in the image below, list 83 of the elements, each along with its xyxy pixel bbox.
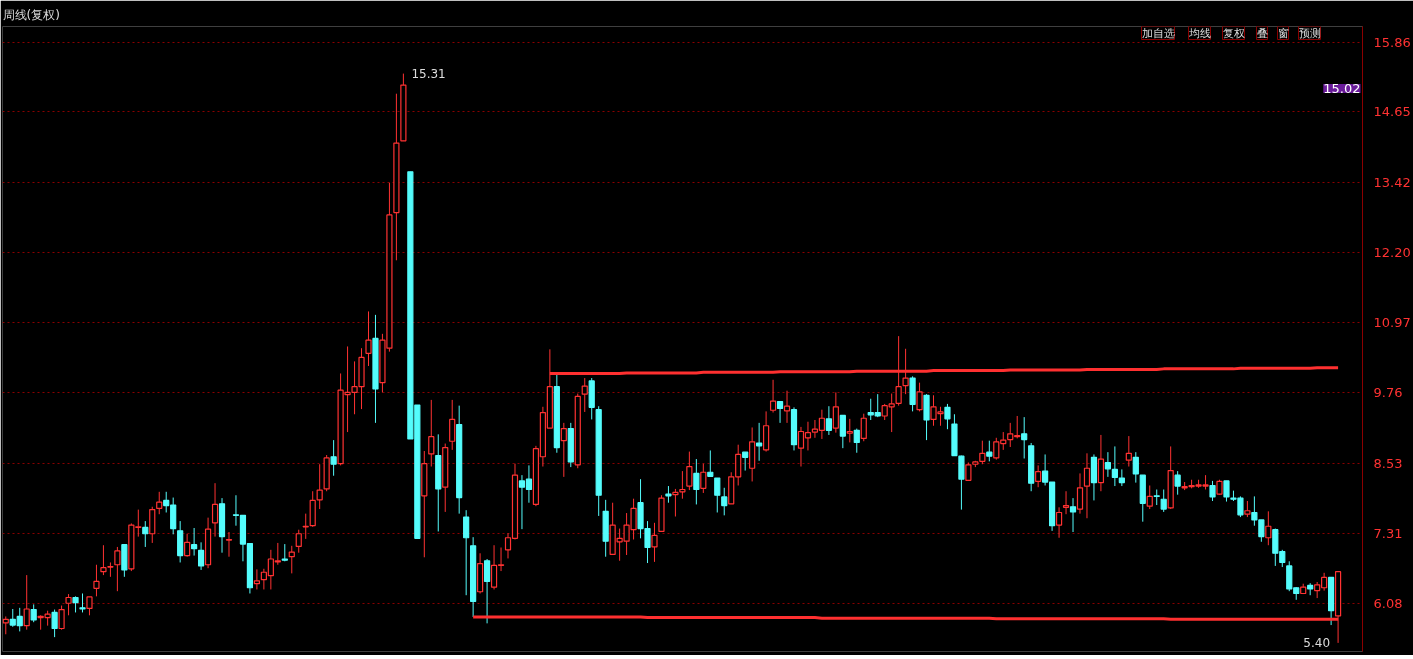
- candlestick: [1132, 451, 1139, 484]
- candlestick: [707, 449, 714, 478]
- candlestick: [1055, 506, 1063, 539]
- candlestick: [1146, 484, 1153, 510]
- y-tick-label: 9.76: [1373, 384, 1403, 400]
- candlestick: [776, 401, 784, 424]
- annotation: 预测: [1298, 26, 1321, 40]
- candlestick: [742, 451, 749, 472]
- candlestick: [1223, 480, 1230, 503]
- candlestick: [1104, 451, 1112, 478]
- annotation: 5.40: [1303, 636, 1331, 651]
- candlestick: [253, 568, 261, 590]
- y-tick-label: 10.97: [1373, 315, 1411, 331]
- candlestick: [679, 470, 686, 500]
- candlestick: [65, 593, 72, 616]
- chart-title: 周线(复权): [2, 7, 60, 22]
- candlestick: [651, 522, 658, 563]
- candlestick: [1021, 416, 1028, 459]
- candlestick: [295, 529, 302, 554]
- candlestick: [846, 418, 853, 443]
- candlestick: [1076, 472, 1084, 515]
- candlestick: [93, 564, 100, 597]
- candlestick: [142, 520, 149, 548]
- candlestick: [1160, 489, 1167, 513]
- candlestick: [825, 405, 832, 436]
- y-tick-label: 15.86: [1373, 34, 1411, 50]
- candlestick: [23, 574, 30, 631]
- candlestick: [958, 455, 965, 511]
- candlestick: [839, 414, 846, 449]
- candlestick: [156, 491, 163, 515]
- candlestick: [672, 488, 679, 517]
- candlestick: [769, 379, 777, 414]
- candlestick: [721, 487, 728, 516]
- candlestick: [428, 399, 435, 468]
- candlestick: [1035, 464, 1042, 488]
- candlestick: [86, 596, 93, 616]
- candlestick: [288, 545, 295, 574]
- candlestick: [1062, 490, 1070, 515]
- y-tick-label: 12.20: [1373, 244, 1411, 260]
- candlestick: [330, 439, 337, 477]
- candlestick: [700, 463, 707, 494]
- candlestick: [756, 422, 763, 462]
- y-tick-label: 7.31: [1373, 525, 1403, 541]
- candlestick: [916, 382, 923, 412]
- candlestick: [560, 422, 567, 478]
- candlestick: [225, 531, 233, 558]
- candlestick: [197, 541, 205, 571]
- candlestick: [100, 544, 107, 576]
- candlestick: [51, 609, 58, 638]
- candlestick: [114, 546, 121, 592]
- candlestick: [316, 463, 323, 510]
- candlestick: [1097, 434, 1105, 492]
- candlestick: [79, 592, 86, 613]
- candlestick: [107, 561, 114, 578]
- candlestick: [832, 391, 839, 434]
- candlestick: [365, 310, 372, 367]
- candlestick: [1069, 497, 1077, 533]
- y-tick-label: 13.42: [1373, 174, 1411, 190]
- candlestick: [860, 413, 867, 442]
- candlestick: [211, 482, 219, 538]
- candlestick: [58, 605, 65, 631]
- candlestick: [483, 558, 491, 624]
- candlestick: [1083, 452, 1091, 519]
- y-tick-label: 8.53: [1373, 455, 1403, 471]
- y-tick-label: 6.08: [1373, 596, 1403, 612]
- annotation: 15.02: [1323, 81, 1361, 96]
- candlestick: [686, 451, 693, 491]
- candlestick: [986, 440, 993, 462]
- candlestick: [581, 377, 588, 413]
- candlestick: [1265, 510, 1272, 546]
- candlestick: [714, 477, 721, 513]
- candlestick: [693, 458, 700, 505]
- candlestick: [1209, 480, 1216, 502]
- candlestick: [853, 428, 860, 454]
- candlestick: [463, 509, 470, 596]
- annotation: 15.31: [411, 67, 446, 82]
- candlestick: [184, 533, 191, 558]
- candlestick: [944, 403, 951, 430]
- candlestick: [1174, 470, 1181, 496]
- candlestick: [191, 527, 198, 557]
- y-tick-label: 14.65: [1373, 104, 1411, 120]
- candlestick: [449, 399, 456, 451]
- candlestick: [1125, 435, 1132, 468]
